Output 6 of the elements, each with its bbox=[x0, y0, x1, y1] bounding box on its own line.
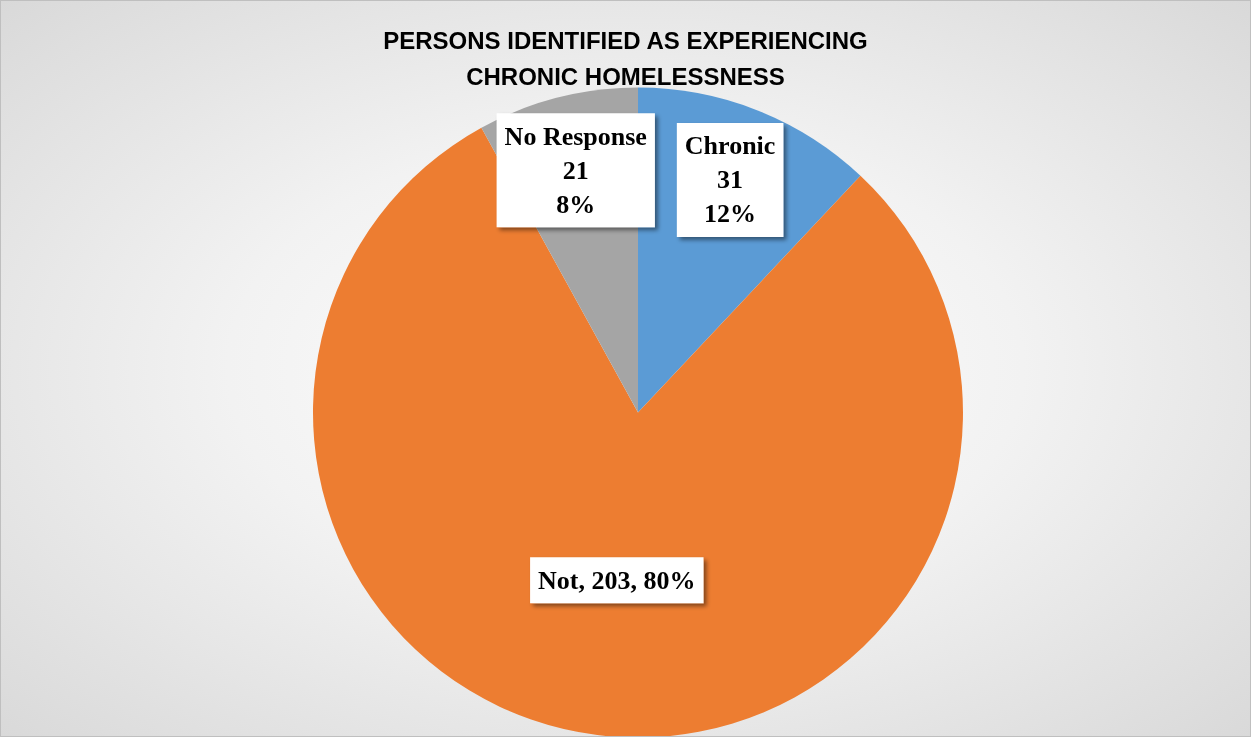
data-label: 21 8% bbox=[556, 155, 596, 219]
data-label: 31 12% bbox=[704, 165, 757, 229]
chart-title: PERSONS IDENTIFIED AS EXPERIENCING CHRONIC HOMELESSNESS bbox=[383, 26, 868, 90]
slice-label: Chronic bbox=[684, 131, 776, 161]
slice-label: Not, 203, 80% bbox=[538, 565, 696, 595]
slice-label: No Response bbox=[504, 121, 647, 151]
